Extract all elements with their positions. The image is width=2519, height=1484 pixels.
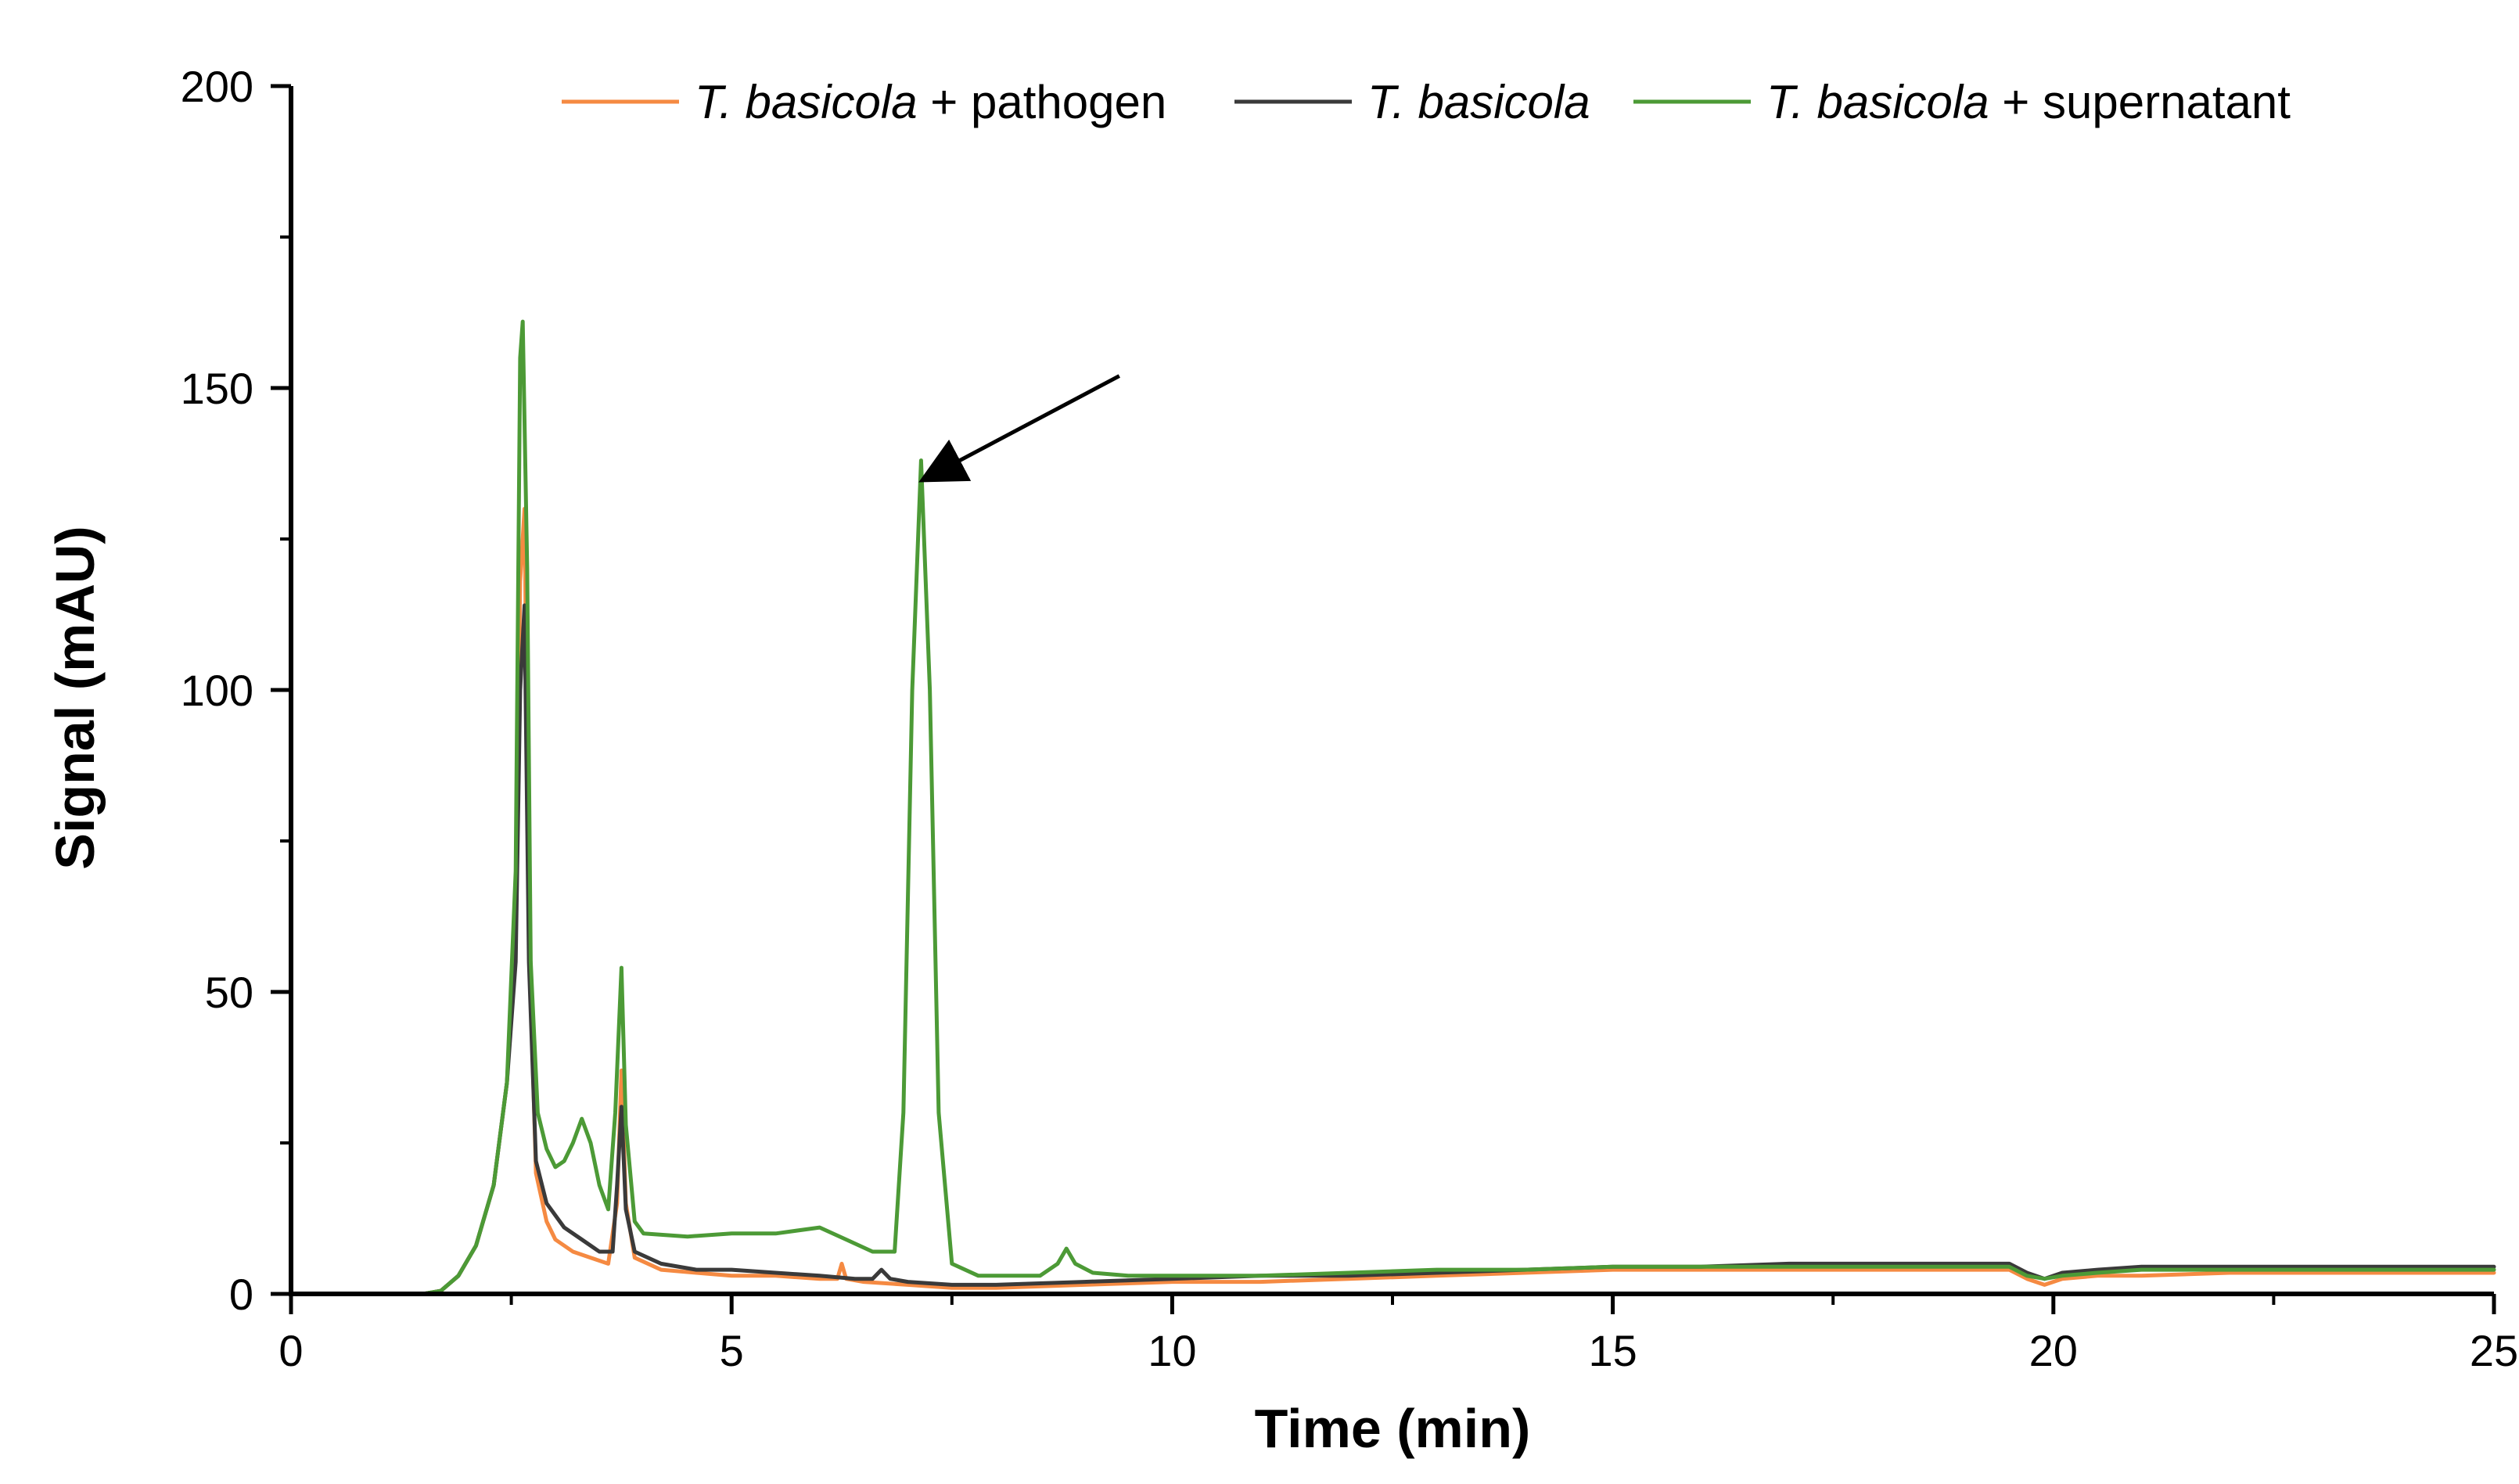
x-tick-label: 5 — [720, 1326, 744, 1375]
y-tick-label: 200 — [181, 62, 253, 111]
y-tick-label: 150 — [181, 364, 253, 413]
plot-lines — [289, 319, 2496, 1296]
legend-label-italic: T. basicola — [1766, 76, 1989, 128]
legend-label-rest: + supernatant — [1989, 76, 2291, 128]
y-axis-title: Signal (mAU) — [45, 526, 106, 869]
legend-label-italic: T. basicola — [695, 76, 918, 128]
legend: T. basicola + pathogen T. basicola T. basi… — [562, 76, 2291, 128]
legend-label-3: T. basicola + supernatant — [1766, 76, 2291, 128]
peak-arrow — [918, 374, 1120, 483]
y-tick-label: 50 — [205, 968, 253, 1017]
x-tick-label: 25 — [2470, 1326, 2518, 1375]
y-tick-label: 100 — [181, 666, 253, 715]
x-tick-label: 10 — [1148, 1326, 1196, 1375]
legend-label-italic: T. basicola — [1367, 76, 1590, 128]
series-line-3 — [289, 319, 2496, 1296]
x-tick-label: 0 — [278, 1326, 303, 1375]
x-tick-label: 15 — [1588, 1326, 1637, 1375]
ticks: 0 5 10 15 20 25 0 50 100 150 200 — [181, 62, 2519, 1375]
x-tick-label: 20 — [2029, 1326, 2078, 1375]
legend-label-2: T. basicola — [1367, 76, 1590, 128]
y-tick-label: 0 — [229, 1270, 253, 1319]
series-line-2 — [289, 603, 2496, 1296]
x-axis-title: Time (min) — [1255, 1398, 1531, 1459]
series-line-1 — [289, 506, 2496, 1296]
legend-label-rest: + pathogen — [918, 76, 1167, 128]
annotations — [918, 374, 1120, 483]
legend-label-1: T. basicola + pathogen — [695, 76, 1166, 128]
